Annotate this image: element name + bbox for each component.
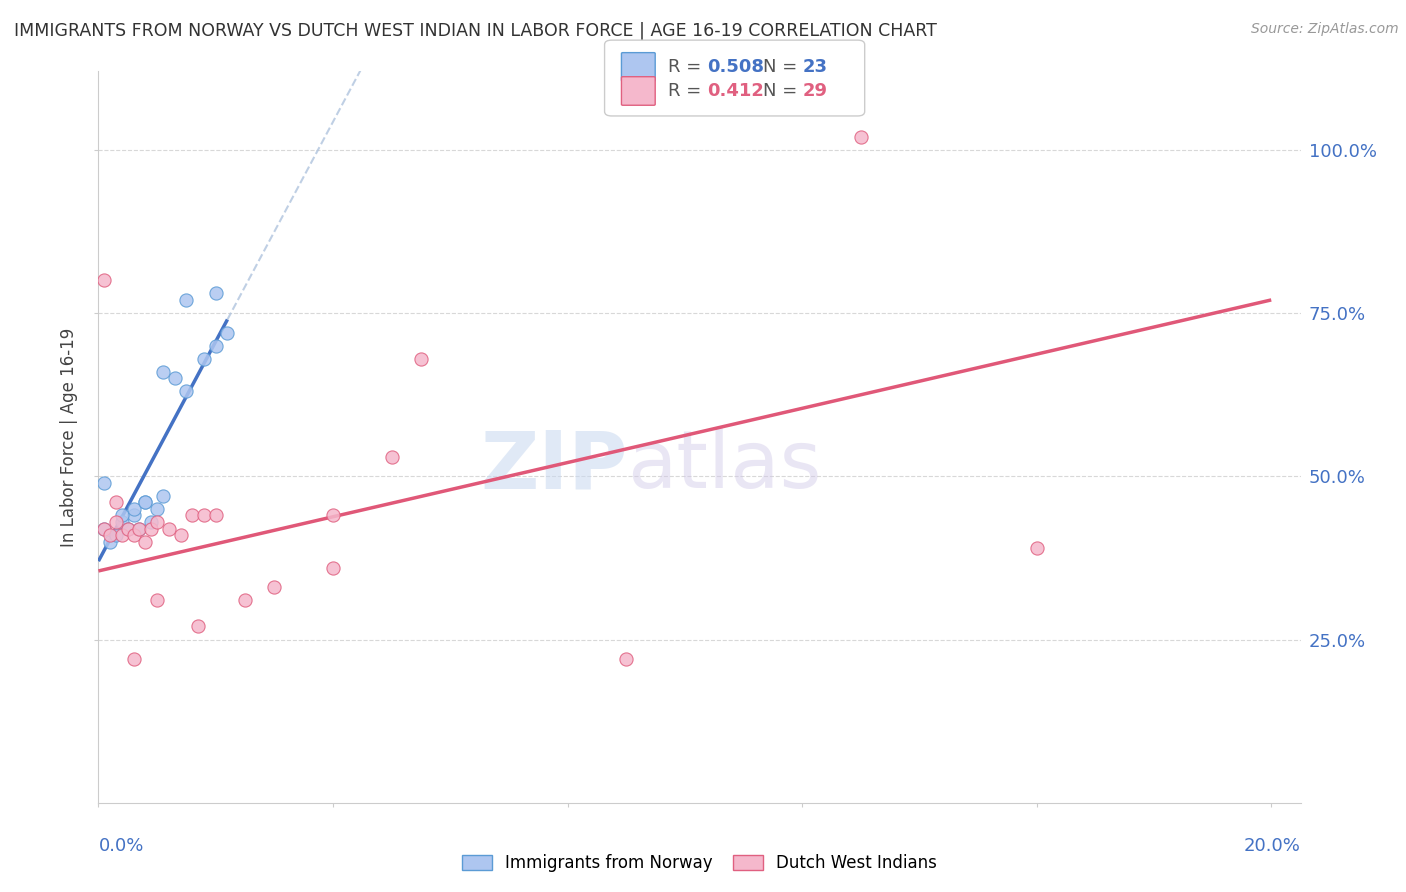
Point [111,515,134,529]
Point [204,508,226,523]
Point [152,365,174,379]
Point [122,528,145,542]
Point [93,475,115,490]
Point [146,593,169,607]
Text: 23: 23 [803,58,828,76]
Point [141,521,163,535]
Point [111,528,134,542]
Point [134,534,156,549]
Point [128,521,150,535]
Y-axis label: In Labor Force | Age 16-19: In Labor Force | Age 16-19 [60,327,79,547]
Point [122,508,145,523]
Point [98,528,121,542]
Point [614,652,637,666]
Point [111,508,134,523]
Point [117,521,139,535]
Text: 20.0%: 20.0% [1244,837,1301,855]
Point [128,521,150,535]
Point [849,129,872,144]
Point [157,521,180,535]
Point [163,371,186,385]
Point [381,450,404,464]
Text: 0.508: 0.508 [707,58,765,76]
Point [263,580,285,594]
Point [169,528,191,542]
Point [1025,541,1047,555]
Text: ZIP: ZIP [479,427,627,506]
Point [176,384,198,399]
Legend: Immigrants from Norway, Dutch West Indians: Immigrants from Norway, Dutch West India… [456,847,943,879]
Point [98,534,121,549]
Point [322,560,344,574]
Text: N =: N = [763,82,803,100]
Point [204,339,226,353]
Text: N =: N = [763,58,803,76]
Point [93,273,115,287]
Text: IMMIGRANTS FROM NORWAY VS DUTCH WEST INDIAN IN LABOR FORCE | AGE 16-19 CORRELATI: IMMIGRANTS FROM NORWAY VS DUTCH WEST IND… [14,22,936,40]
Text: R =: R = [668,58,707,76]
Point [122,652,145,666]
Point [193,508,215,523]
Point [322,508,344,523]
Text: 0.412: 0.412 [707,82,763,100]
Point [146,502,169,516]
Text: 29: 29 [803,82,828,100]
Point [122,502,145,516]
Point [105,528,128,542]
Point [217,326,239,340]
Point [146,515,169,529]
Text: atlas: atlas [627,427,821,506]
Point [409,351,432,366]
Point [105,515,128,529]
Point [117,521,139,535]
Text: Source: ZipAtlas.com: Source: ZipAtlas.com [1251,22,1399,37]
Point [134,495,156,509]
Point [176,293,198,307]
Text: 0.0%: 0.0% [98,837,143,855]
Text: R =: R = [668,82,707,100]
Point [181,508,204,523]
Point [193,351,215,366]
Point [134,495,156,509]
Point [141,515,163,529]
Point [152,489,174,503]
Point [204,286,226,301]
Point [93,521,115,535]
Point [233,593,256,607]
Point [105,495,128,509]
Point [93,521,115,535]
Point [187,619,209,633]
